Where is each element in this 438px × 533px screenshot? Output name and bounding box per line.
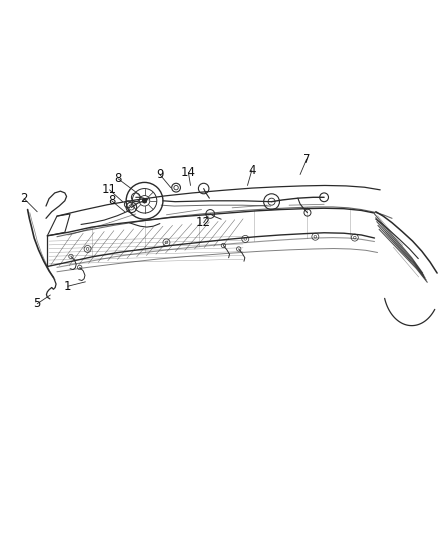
Text: 4: 4 [248, 164, 256, 176]
Text: 9: 9 [156, 168, 164, 181]
Text: 8: 8 [108, 195, 115, 207]
Text: 1: 1 [64, 280, 72, 293]
Text: 8: 8 [115, 172, 122, 185]
Text: 14: 14 [181, 166, 196, 179]
Text: 7: 7 [303, 152, 311, 166]
Text: 11: 11 [102, 183, 117, 196]
Text: 12: 12 [196, 216, 211, 229]
Text: 5: 5 [34, 297, 41, 310]
Text: 2: 2 [20, 192, 28, 205]
